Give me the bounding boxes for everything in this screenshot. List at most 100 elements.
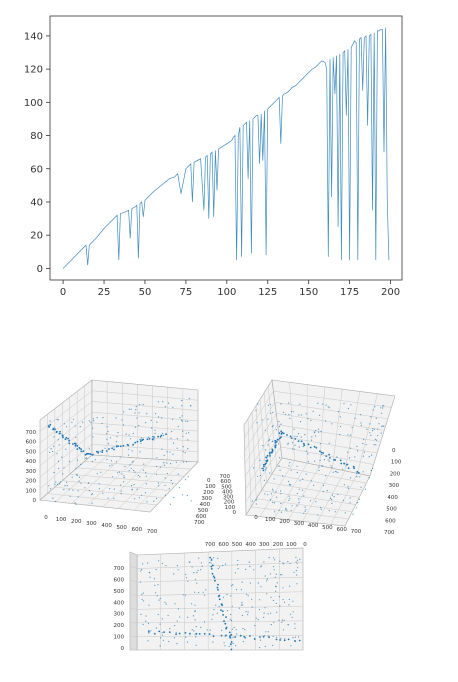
scatter-point	[232, 636, 234, 639]
scatter-point	[294, 438, 297, 440]
scatter-point	[251, 598, 253, 600]
scatter-point	[272, 599, 275, 602]
scatter-point	[253, 569, 255, 571]
scatter-point	[281, 574, 283, 576]
scatter-point	[157, 613, 159, 616]
scatter-point	[282, 629, 285, 631]
scatter-point	[298, 414, 300, 416]
scatter-point	[182, 451, 184, 453]
x-tick-label: 175	[340, 287, 359, 298]
scatter-point	[115, 417, 117, 419]
grid-line	[316, 470, 346, 523]
scatter-point	[243, 635, 246, 638]
grid-line	[136, 606, 304, 610]
scatter-point	[267, 444, 269, 446]
scatter-point	[278, 421, 280, 423]
scatter-point	[154, 432, 156, 434]
scatter-point	[209, 556, 212, 559]
scatter-point	[161, 632, 163, 634]
z-tick-label: 100	[114, 635, 125, 641]
scatter-point	[240, 604, 243, 606]
scatter-point	[107, 497, 109, 499]
scatter-point	[142, 600, 145, 602]
scatter-point	[321, 465, 323, 467]
scatter-point	[187, 439, 189, 441]
y-tick-label: 400	[387, 495, 398, 501]
scatter-point	[284, 638, 286, 640]
scatter-point	[211, 572, 214, 575]
scatter-point	[278, 619, 280, 622]
scatter-point	[278, 509, 280, 511]
scatter-point	[263, 561, 265, 563]
scatter-point	[53, 445, 55, 447]
x-tick-label: 0	[303, 542, 307, 548]
z-tick-label: 600	[114, 577, 125, 583]
scatter-point	[56, 430, 58, 433]
scatter-point	[229, 635, 231, 638]
scatter-point	[309, 446, 312, 449]
scatter-point	[94, 459, 96, 461]
scatter-point	[380, 425, 383, 427]
scatter-point	[222, 614, 225, 616]
scatter-point	[270, 412, 272, 414]
scatter-point	[85, 457, 87, 459]
grid-line	[55, 455, 108, 502]
scatter-point	[328, 407, 330, 409]
scatter-point	[92, 427, 94, 429]
scatter-point	[181, 420, 183, 422]
scatter-point	[331, 423, 333, 425]
scatter-point	[99, 450, 101, 453]
scatter-point	[179, 616, 181, 618]
scatter-point	[228, 645, 230, 648]
scatter-point	[264, 575, 266, 577]
scatter-point	[263, 612, 265, 614]
scatter-point	[177, 569, 179, 571]
scatter-point	[168, 402, 170, 404]
scatter-point	[201, 565, 203, 567]
scatter-point	[322, 403, 324, 405]
z-tick-label: 200	[224, 500, 235, 506]
scatter-point	[221, 610, 224, 613]
scatter-point	[353, 467, 355, 470]
grid-line	[330, 473, 358, 525]
scatter-point	[230, 619, 233, 622]
scatter-point	[259, 647, 261, 649]
scatter-point	[159, 466, 161, 468]
scatter-point	[185, 636, 187, 638]
grid-line	[259, 399, 267, 483]
z-tick-label: 400	[222, 489, 233, 495]
scatter-point	[339, 459, 342, 462]
scatter-point	[326, 490, 328, 492]
scatter-point	[339, 425, 342, 428]
y-tick-label: 100	[391, 460, 402, 466]
scatter-point	[170, 437, 172, 439]
scatter-point	[212, 635, 215, 638]
scatter-point	[195, 626, 197, 628]
scatter-point	[371, 454, 373, 456]
scatter-point	[318, 469, 320, 472]
scatter-point	[359, 476, 361, 478]
scatter3d-view-3: 700 600 500 400 300 200 100 0700600500400300200…	[114, 542, 308, 652]
y-tick-label: 0	[207, 478, 211, 484]
scatter-point	[186, 641, 189, 643]
scatter-point	[274, 446, 277, 449]
x-tick-label: 0	[254, 515, 258, 521]
scatter-point	[288, 598, 290, 601]
scatter-point	[241, 602, 243, 604]
scatter-point	[195, 636, 197, 638]
scatter-point	[77, 490, 79, 492]
scatter-point	[171, 483, 173, 485]
scatter-point	[153, 632, 156, 635]
grid-line	[54, 486, 164, 498]
scatter-point	[280, 637, 282, 640]
grid-line	[259, 460, 295, 517]
scatter-point	[217, 588, 219, 591]
scatter-point	[352, 513, 354, 515]
scatter-point	[217, 583, 219, 586]
scatter-point	[270, 612, 272, 614]
scatter-point	[175, 461, 177, 463]
grid-line	[256, 498, 353, 512]
scatter-point	[275, 496, 278, 498]
z-tick-label: 300	[223, 495, 234, 501]
scatter-point	[161, 618, 163, 620]
